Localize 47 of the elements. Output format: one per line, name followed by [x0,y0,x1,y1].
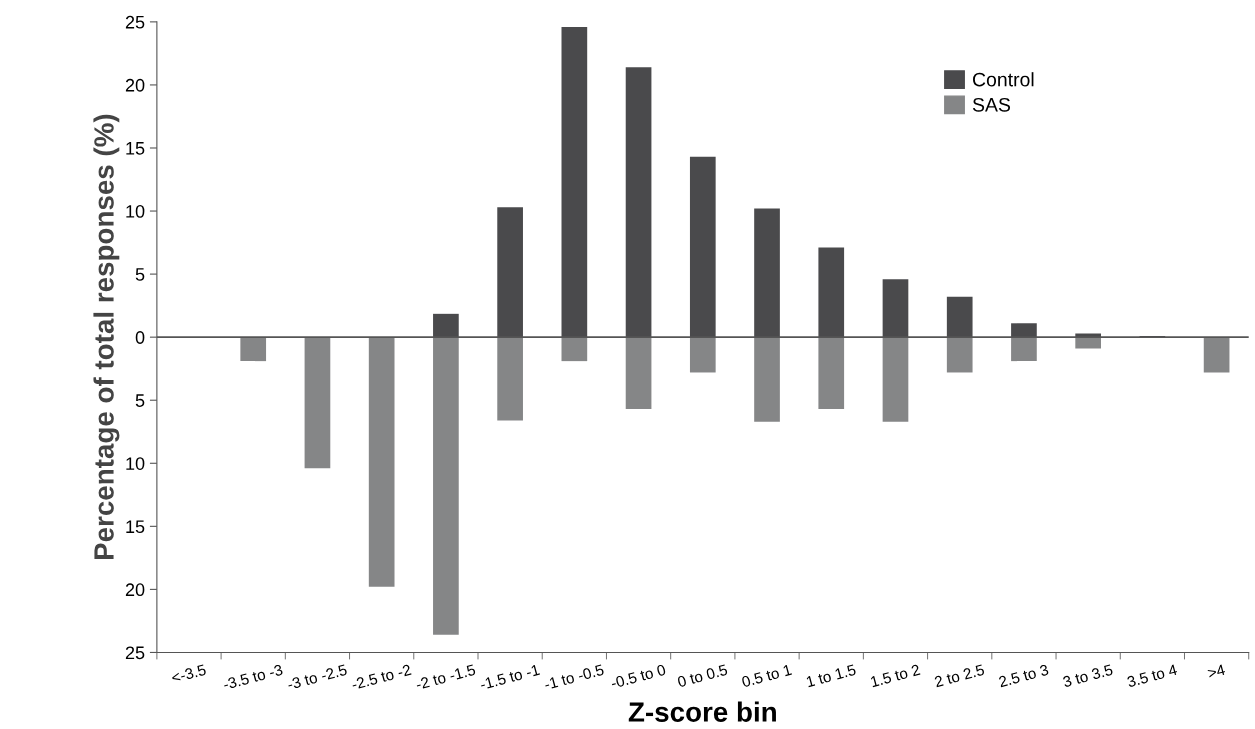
x-tick-label: 2.5 to 3 [998,664,1049,688]
x-tick-label: 3.5 to 4 [1126,664,1178,688]
bar [1203,337,1230,373]
bar [882,337,909,422]
x-tick-label: -2.5 to -2 [351,664,412,691]
y-tick-label: 25 [125,15,145,29]
y-tick-label: 20 [125,78,145,92]
bar [818,337,845,410]
bar [240,337,267,362]
x-tick-label: -1.5 to -1 [479,664,540,691]
y-tick-label: 10 [126,204,145,218]
y-tick-label: 0 [135,331,145,344]
y-axis-title: Percentage of total responses (%) [93,114,120,560]
y-tick-label: 5 [135,394,145,407]
bar [497,337,523,421]
x-tick-label: -3 to -2.5 [286,664,348,691]
x-tick-label: 2 to 2.5 [934,664,985,688]
x-axis-title: Z-score bin [628,701,776,722]
x-tick-label: -3.5 to -3 [222,664,284,691]
bar [368,337,395,587]
bar [561,337,588,362]
bar [1075,337,1101,349]
y-tick-label: 10 [126,457,145,470]
legend-label: SAS [972,97,1011,112]
x-tick-label: -2 to -1.5 [415,664,476,691]
legend-label: Control [973,72,1034,87]
bar [946,337,973,373]
x-tick-label: <-3.5 [170,664,207,684]
x-tick-label: >4 [1207,664,1226,679]
y-tick-label: 15 [126,142,145,155]
bar [754,337,780,422]
bar [433,337,459,635]
y-tick-label: 15 [126,520,145,534]
x-tick-label: 0 to 0.5 [677,664,728,688]
x-tick-label: -0.5 to 0 [610,664,667,689]
bar [1011,337,1037,362]
x-tick-label: 3 to 3.5 [1062,664,1114,688]
x-tick-label: 1.5 to 2 [870,664,921,688]
x-tick-label: 1 to 1.5 [806,664,857,688]
y-tick-label: 25 [125,646,145,660]
bar [625,337,652,410]
x-tick-label: -1 to -0.5 [543,664,605,691]
y-tick-label: 5 [135,268,145,281]
bar [304,337,331,469]
y-tick-label: 20 [125,583,145,597]
x-tick-label: 0.5 to 1 [741,664,792,688]
bar [689,337,716,373]
